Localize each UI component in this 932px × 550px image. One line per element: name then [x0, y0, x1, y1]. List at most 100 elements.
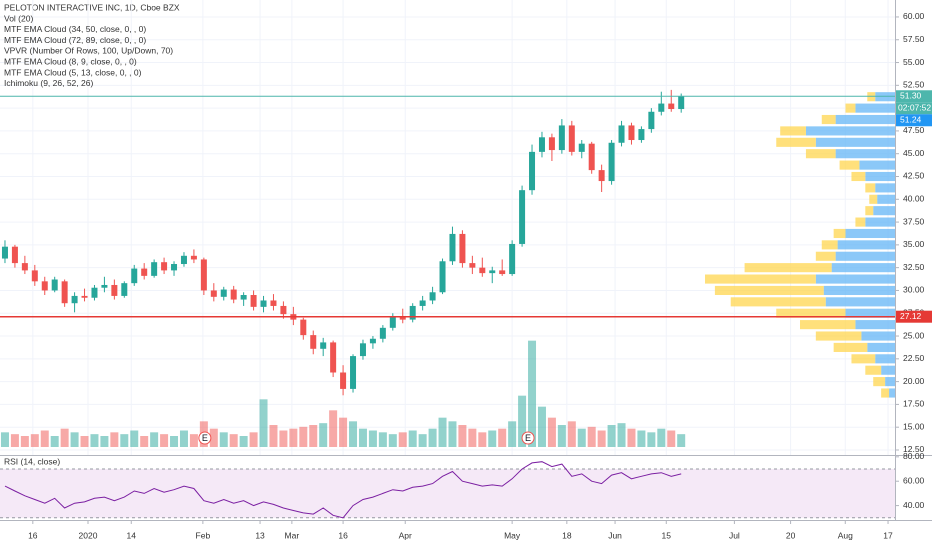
candle-body	[389, 316, 396, 328]
y-tick-label: 37.50	[903, 216, 925, 226]
volume-bar	[448, 421, 457, 447]
candle-body	[31, 270, 38, 282]
volume-bar	[279, 430, 288, 447]
volume-bar	[418, 434, 427, 447]
volume-bar	[209, 428, 218, 447]
volume-bar	[30, 434, 39, 447]
volume-bar	[239, 436, 248, 447]
volume-bar	[587, 426, 596, 447]
candle-body	[409, 305, 416, 320]
volume-bar	[498, 428, 507, 447]
rsi-title: RSI (14, close)	[4, 456, 60, 466]
y-tick-label: 57.50	[903, 34, 925, 44]
volume-bar	[189, 434, 198, 447]
candle-body	[270, 300, 277, 306]
y-tick-label: 32.50	[903, 262, 925, 272]
profile-up	[889, 388, 895, 398]
volume-bar	[478, 432, 487, 447]
y-tick-label: 80.00	[903, 451, 925, 461]
y-tick-label: 45.00	[903, 148, 925, 158]
candle-body	[578, 143, 585, 152]
volume-bar	[607, 425, 616, 447]
candle-body	[260, 300, 267, 307]
profile-down	[821, 114, 836, 125]
volume-bar	[150, 432, 159, 447]
candle-body	[200, 259, 207, 291]
candle-body	[190, 255, 197, 260]
volume-bar	[508, 421, 517, 447]
x-tick-label: 20	[786, 530, 796, 540]
candle-body	[608, 142, 615, 182]
profile-down	[780, 126, 806, 136]
candle-body	[369, 338, 376, 344]
candle-body	[330, 342, 337, 373]
volume-bar	[528, 340, 537, 447]
candle-body	[459, 233, 466, 264]
profile-up	[885, 377, 895, 387]
bid-label: 51.24	[900, 115, 922, 125]
volume-bar	[339, 417, 348, 447]
candle-body	[588, 143, 595, 171]
event-marker	[521, 431, 535, 445]
profile-down	[730, 297, 826, 307]
event-marker	[198, 431, 212, 445]
countdown-box	[896, 102, 932, 115]
volume-bar	[120, 434, 129, 447]
x-tick-label: 16	[338, 530, 348, 540]
chart-title: PELOTON INTERACTIVE INC, 1D, Cboe BZX	[4, 2, 180, 12]
volume-bar	[20, 436, 29, 447]
candle-body	[439, 261, 446, 293]
candle-body	[479, 267, 486, 274]
candle-body	[548, 137, 555, 151]
x-tick-label: Apr	[399, 530, 412, 540]
volume-bar	[259, 399, 268, 447]
volume-bar	[110, 432, 119, 447]
volume-bar	[319, 423, 328, 447]
legend-entry: Ichimoku (9, 26, 52, 26)	[4, 78, 93, 88]
volume-bar	[388, 434, 397, 447]
volume-bar	[299, 426, 308, 447]
profile-up	[825, 297, 895, 307]
legend-entry: Vol (20)	[4, 13, 33, 23]
profile-up	[877, 194, 895, 204]
candle-body	[91, 287, 98, 298]
candle-body	[121, 283, 128, 296]
x-tick-label: 14	[127, 530, 137, 540]
y-tick-label: 52.50	[903, 80, 925, 90]
candle-body	[171, 264, 178, 271]
candle-body	[519, 190, 526, 244]
candle-body	[658, 103, 665, 112]
volume-bar	[0, 432, 9, 447]
profile-down	[865, 365, 882, 375]
y-tick-label: 55.00	[903, 57, 925, 67]
candle-body	[220, 289, 227, 297]
x-tick-label: 15	[662, 530, 672, 540]
candle-body	[618, 125, 625, 143]
candle-body	[499, 270, 506, 275]
candle-body	[568, 125, 575, 152]
candle-body	[379, 327, 386, 339]
y-tick-label: 42.50	[903, 171, 925, 181]
profile-down	[865, 206, 874, 216]
x-tick-label: May	[504, 530, 521, 540]
candle-body	[668, 103, 675, 110]
y-tick-label: 25.00	[903, 330, 925, 340]
volume-bar	[100, 436, 109, 447]
volume-bar	[398, 432, 407, 447]
volume-bar	[468, 428, 477, 447]
volume-bar	[219, 432, 228, 447]
volume-bar	[488, 430, 497, 447]
profile-up	[835, 114, 895, 125]
rsi-band	[0, 469, 895, 518]
price-label: 51.30	[900, 91, 922, 101]
candle-body	[429, 292, 436, 301]
y-tick-label: 20.00	[903, 376, 925, 386]
y-tick-label: 17.50	[903, 399, 925, 409]
profile-down	[851, 354, 876, 364]
candle-body	[131, 268, 138, 284]
profile-up	[875, 354, 895, 364]
candle-body	[111, 284, 118, 296]
y-tick-label: 47.50	[903, 125, 925, 135]
volume-bar	[80, 436, 89, 447]
profile-up	[881, 365, 895, 375]
